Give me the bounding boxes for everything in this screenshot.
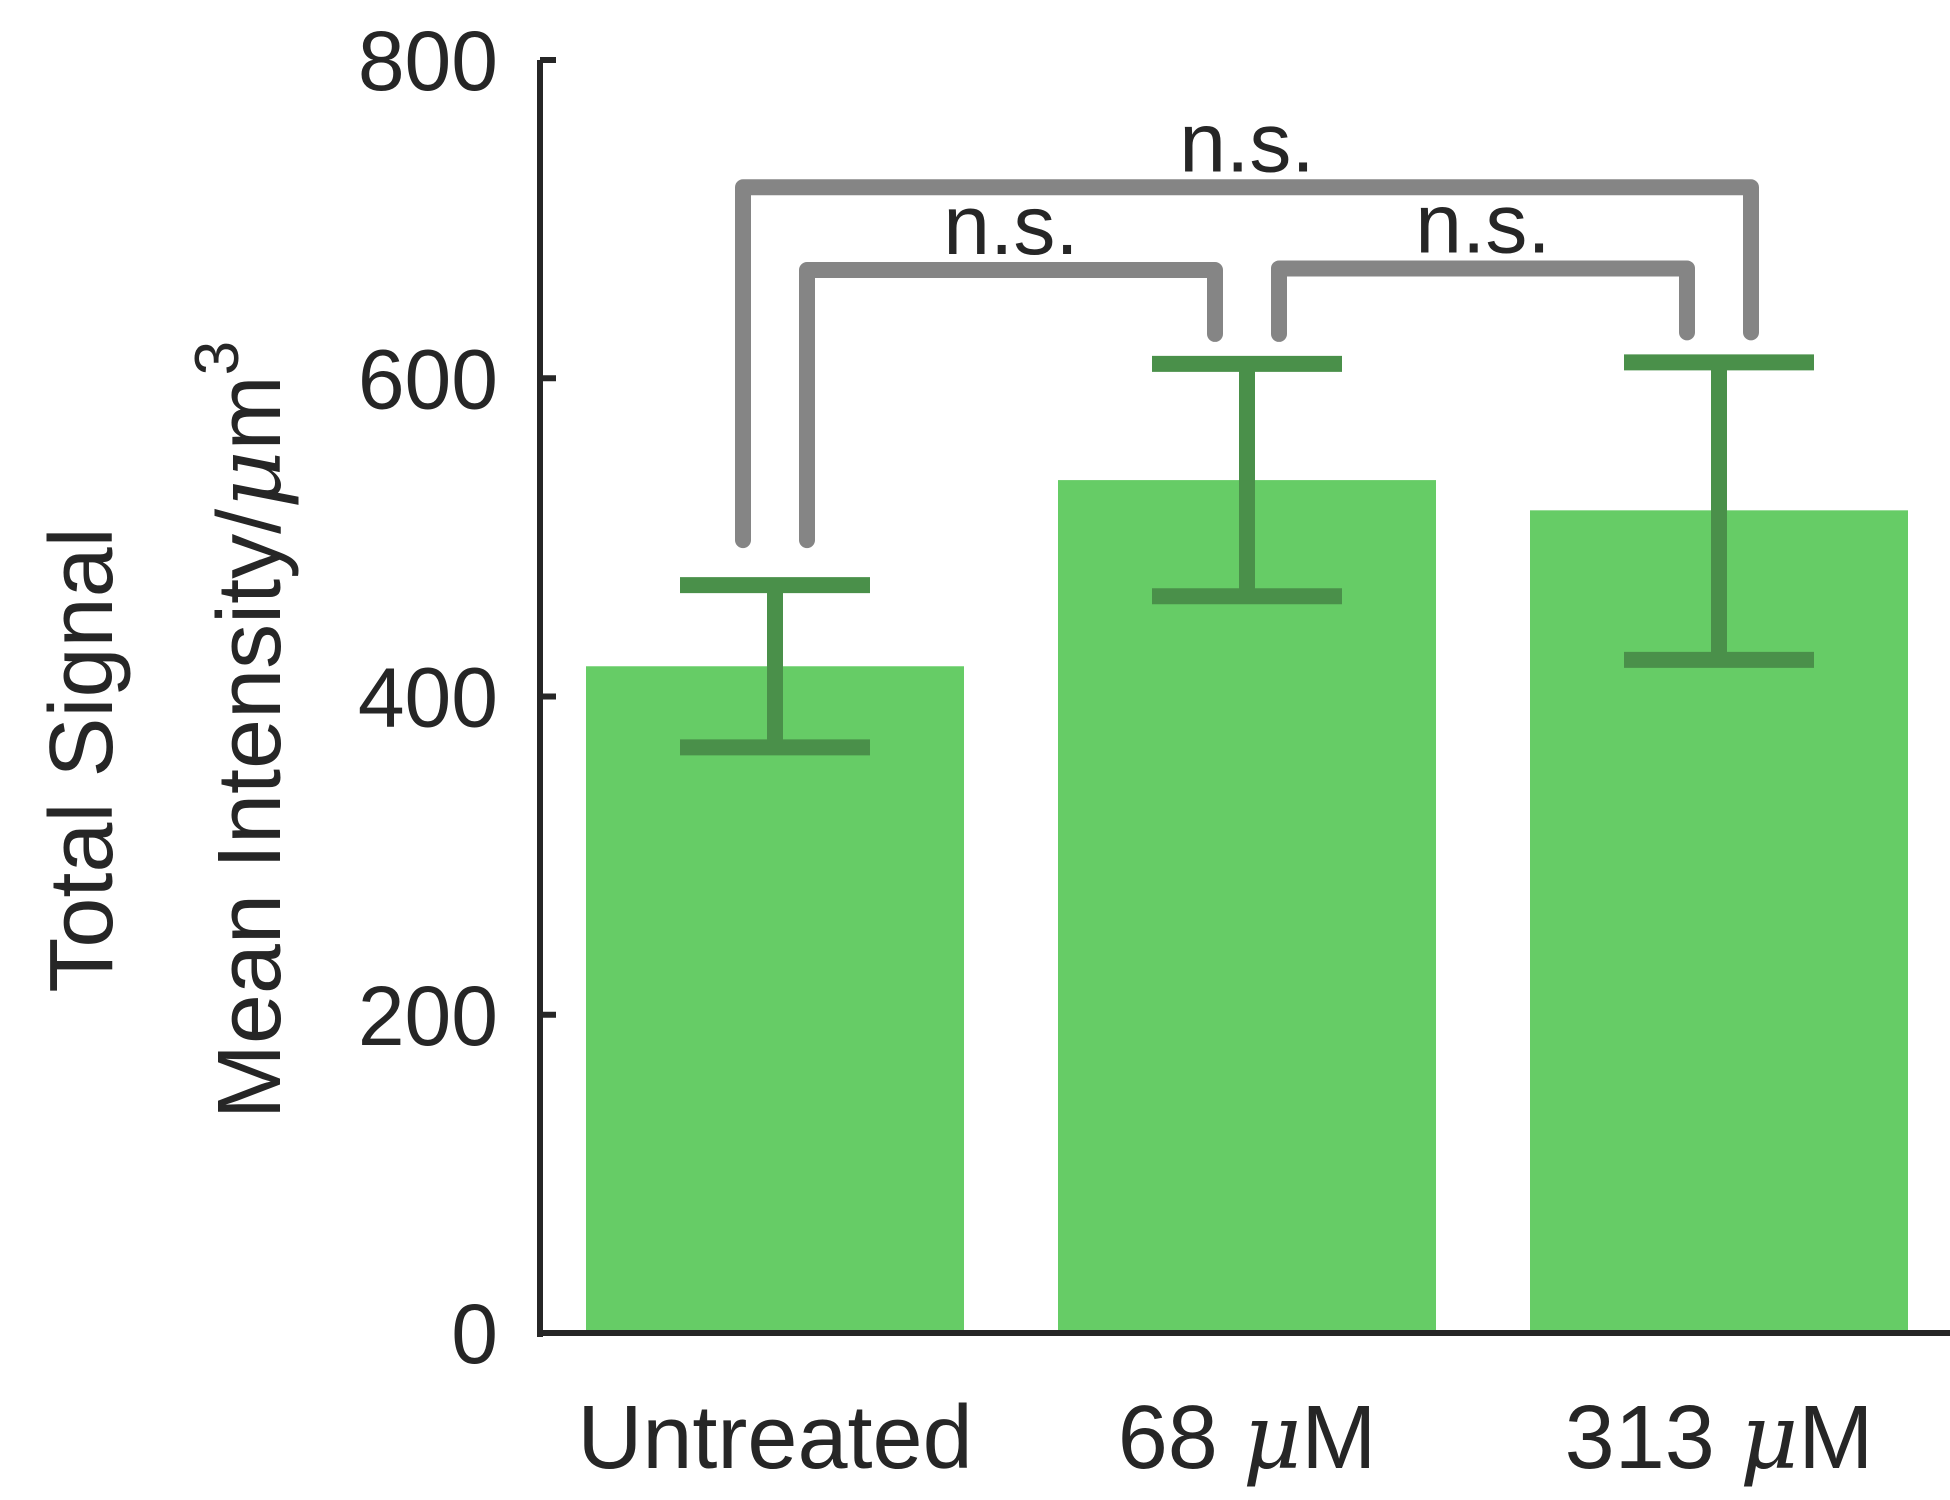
- error-bars-group: [680, 354, 1814, 756]
- x-category-labels: Untreated 68 μM 313 μM: [577, 1385, 1873, 1490]
- x-category-label-2: 313 μM: [1565, 1385, 1874, 1490]
- bar-0: [586, 666, 964, 1333]
- x-category-label-0: Untreated: [577, 1388, 972, 1488]
- bars-group: [586, 480, 1908, 1334]
- y-axis-title-unit: m: [200, 375, 300, 450]
- y-tick-label-4: 800: [358, 14, 498, 108]
- y-axis-title-superscript: 3: [183, 341, 252, 375]
- y-axis-title-mu: μ: [197, 450, 302, 509]
- bar-1: [1058, 480, 1436, 1334]
- x-category-label-1: 68 μM: [1118, 1385, 1377, 1490]
- y-tick-label-2: 400: [358, 651, 498, 745]
- axes-group: [537, 57, 1950, 1337]
- y-axis-title-text: Mean Intensity/: [200, 509, 300, 1119]
- significance-label-2: n.s.: [1179, 95, 1314, 189]
- significance-group: n.s. n.s.n.s.: [735, 95, 1759, 549]
- y-tick-labels: 0 200 400 600 800: [358, 14, 498, 1381]
- y-tick-label-3: 600: [358, 332, 498, 426]
- significance-bracket-0: [799, 262, 1223, 549]
- y-axis-title-line1: Total Signal: [32, 527, 132, 992]
- significance-bracket-2: [735, 179, 1759, 549]
- y-tick-label-0: 0: [451, 1287, 498, 1381]
- y-tick-label-1: 200: [358, 969, 498, 1063]
- y-axis-title-line2: Mean Intensity/μm3: [183, 341, 302, 1119]
- significance-bracket-1: [1271, 260, 1695, 342]
